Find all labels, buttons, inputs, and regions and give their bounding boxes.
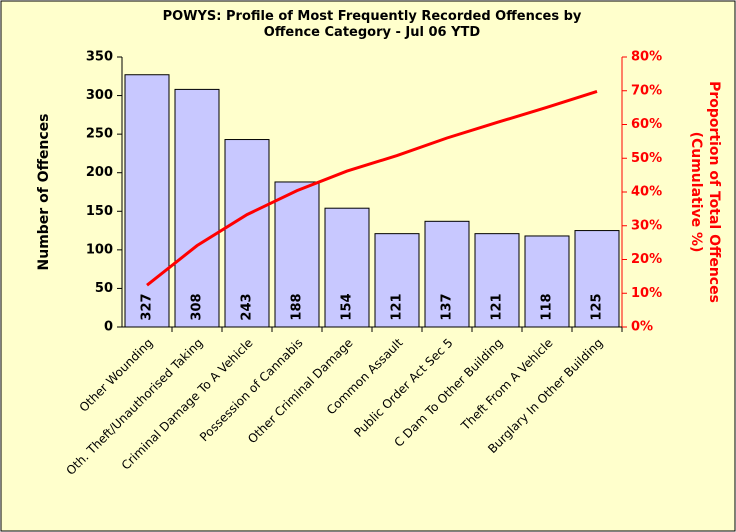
y-tick-label: 250 xyxy=(86,127,113,142)
bar xyxy=(474,233,520,328)
y2-tick-label: 0% xyxy=(631,320,653,335)
y-tick-label: 200 xyxy=(86,165,113,180)
data-label: 188 xyxy=(290,293,305,320)
y-tick-label: 100 xyxy=(86,242,113,257)
data-label: 154 xyxy=(340,293,355,320)
data-label: 125 xyxy=(590,293,605,320)
y2-tick-label: 80% xyxy=(631,50,662,65)
bar xyxy=(274,181,320,328)
y-tick-label: 50 xyxy=(95,281,113,296)
data-label: 121 xyxy=(390,293,405,320)
y-tick-label: 0 xyxy=(104,320,113,335)
y2-tick-label: 60% xyxy=(631,117,662,132)
data-label: 118 xyxy=(540,293,555,320)
data-label: 121 xyxy=(490,293,505,320)
y2-tick-label: 30% xyxy=(631,218,662,233)
bar xyxy=(174,88,220,328)
y2-tick-label: 10% xyxy=(631,286,662,301)
y-axis-title: Number of Offences xyxy=(36,114,52,271)
y2-tick-label: 70% xyxy=(631,83,662,98)
data-label: 308 xyxy=(190,293,205,320)
y2-tick-label: 20% xyxy=(631,252,662,267)
y-tick-label: 350 xyxy=(86,50,113,65)
data-label: 137 xyxy=(440,293,455,320)
chart-title: POWYS: Profile of Most Frequently Record… xyxy=(163,9,582,40)
bar xyxy=(124,74,170,328)
y-tick-label: 150 xyxy=(86,204,113,219)
data-label: 243 xyxy=(240,293,255,320)
bar xyxy=(224,139,270,328)
y2-tick-label: 50% xyxy=(631,151,662,166)
y2-tick-label: 40% xyxy=(631,185,662,200)
cumulative-line xyxy=(146,89,598,287)
data-label: 327 xyxy=(140,293,155,320)
y-tick-label: 300 xyxy=(86,88,113,103)
bar xyxy=(374,233,420,328)
bar xyxy=(324,207,370,328)
bar xyxy=(524,235,570,328)
y2-axis-title: Proportion of Total Offences(Cumulative … xyxy=(688,81,722,303)
